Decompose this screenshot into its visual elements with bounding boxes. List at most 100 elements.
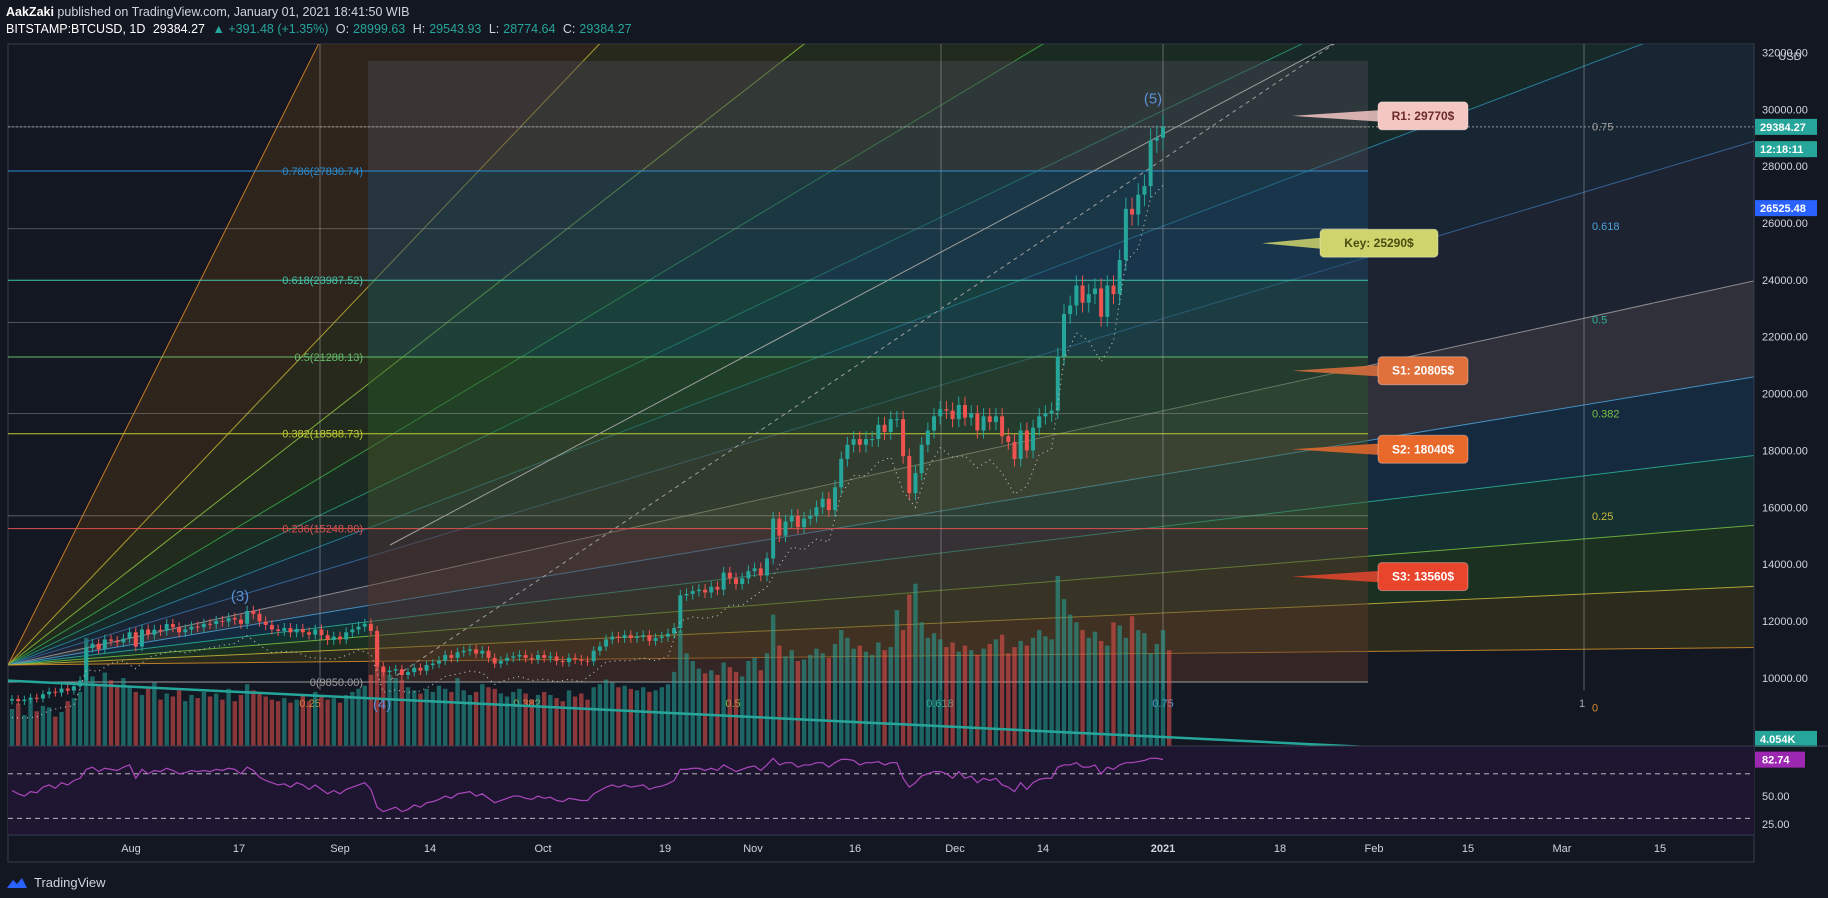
- volume-bar: [405, 687, 411, 746]
- volume-bar: [275, 701, 281, 746]
- candle-body: [319, 629, 324, 636]
- time-axis-tick: 17: [233, 843, 245, 855]
- volume-bar: [1086, 637, 1091, 746]
- volume-bar: [1030, 637, 1036, 746]
- volume-bar: [294, 699, 299, 746]
- volume-bar: [894, 610, 900, 746]
- volume-bar: [721, 662, 726, 746]
- candle-body: [901, 419, 906, 457]
- volume-bar: [319, 696, 324, 746]
- volume-bar: [306, 701, 312, 746]
- candle-body: [139, 629, 144, 647]
- candle-body: [288, 628, 293, 633]
- price-change: ▲ +391.48 (+1.35%): [212, 22, 329, 36]
- volume-bar: [189, 695, 194, 746]
- candle-body: [1142, 186, 1147, 195]
- fib-level-label: 0.236(15248.80): [282, 524, 363, 536]
- open-value: 28999.63: [353, 22, 406, 36]
- currency-label: USD: [1778, 51, 1801, 63]
- candle-body: [245, 611, 250, 624]
- volume-bar: [975, 654, 980, 746]
- candle-body: [201, 623, 206, 628]
- volume-bar: [1117, 625, 1122, 746]
- candle-body: [950, 410, 955, 420]
- trend-line: [8, 679, 1373, 746]
- volume-bar: [801, 659, 807, 746]
- channel-line-dashed: [389, 44, 1335, 681]
- volume-bar: [461, 690, 466, 746]
- candle-body: [269, 624, 274, 630]
- candle-body: [294, 628, 299, 633]
- author-name[interactable]: AakZaki: [6, 5, 54, 19]
- candle-body: [721, 572, 726, 590]
- candle-body: [10, 699, 14, 701]
- price-badge-label: 26525.48: [1760, 203, 1806, 215]
- volume-bar: [647, 691, 652, 746]
- high-value: 29543.93: [429, 22, 482, 36]
- candle-body: [1049, 410, 1054, 414]
- price-badge: [1755, 200, 1817, 217]
- level-callout-label: Key: 25290$: [1344, 236, 1414, 250]
- volume-bar: [9, 708, 15, 746]
- volume-bar: [164, 693, 169, 746]
- candle-body: [16, 699, 21, 702]
- level-callout-label: S2: 18040$: [1392, 442, 1454, 456]
- volume-bar: [1049, 639, 1054, 746]
- candle-body: [789, 515, 794, 522]
- candle-body: [925, 430, 930, 445]
- candle-body: [560, 660, 565, 663]
- candle-body: [1130, 208, 1135, 215]
- candle-body: [585, 660, 590, 662]
- candle-body: [740, 578, 745, 584]
- volume-bar: [77, 691, 83, 746]
- candle-body: [833, 487, 838, 511]
- volume-bar: [176, 690, 182, 746]
- volume-bar: [226, 688, 231, 746]
- candle-body: [616, 636, 621, 638]
- candle-body: [907, 456, 912, 494]
- candle-body: [734, 578, 739, 584]
- volume-bar: [777, 645, 782, 746]
- candle-body: [727, 572, 732, 579]
- candle-body: [517, 655, 522, 657]
- candle-body: [1031, 427, 1036, 451]
- volume-bar: [653, 690, 658, 746]
- volume-bar: [96, 684, 101, 746]
- volume-bar: [610, 682, 615, 746]
- wave-label: (3): [231, 588, 249, 605]
- volume-bar: [795, 661, 801, 746]
- fib-fan-line: [8, 454, 1754, 666]
- candle-body: [647, 635, 652, 641]
- volume-bar: [300, 695, 306, 746]
- candle-body: [214, 620, 219, 625]
- candle-body: [313, 629, 318, 635]
- candle-body: [956, 404, 961, 420]
- volume-bar: [1061, 599, 1067, 746]
- price-axis-tick: 12000.00: [1762, 616, 1808, 628]
- volume-bar: [919, 622, 924, 746]
- volume-bar: [523, 693, 528, 746]
- volume-bar: [659, 687, 664, 746]
- candle-body: [969, 413, 974, 418]
- candle-body: [208, 623, 213, 625]
- volume-bar: [882, 650, 887, 746]
- price-badge-label: 4.054K: [1760, 734, 1796, 746]
- candle-body: [808, 515, 813, 519]
- volume-bar: [511, 691, 516, 746]
- level-callout: [1377, 356, 1469, 386]
- candle-body: [597, 646, 602, 651]
- volume-bar: [183, 701, 188, 746]
- level-callout: [1319, 228, 1439, 258]
- volume-bar: [114, 685, 120, 746]
- candle-body: [882, 424, 887, 432]
- brand-name[interactable]: TradingView: [34, 875, 106, 890]
- volume-bar: [715, 674, 720, 746]
- candle-body: [356, 626, 361, 630]
- candle-body: [542, 655, 547, 658]
- candle-body: [993, 416, 998, 422]
- low-label: L:: [488, 22, 500, 36]
- volume-bar: [201, 691, 207, 746]
- volume-bar: [888, 647, 893, 746]
- volume-bar: [944, 647, 949, 746]
